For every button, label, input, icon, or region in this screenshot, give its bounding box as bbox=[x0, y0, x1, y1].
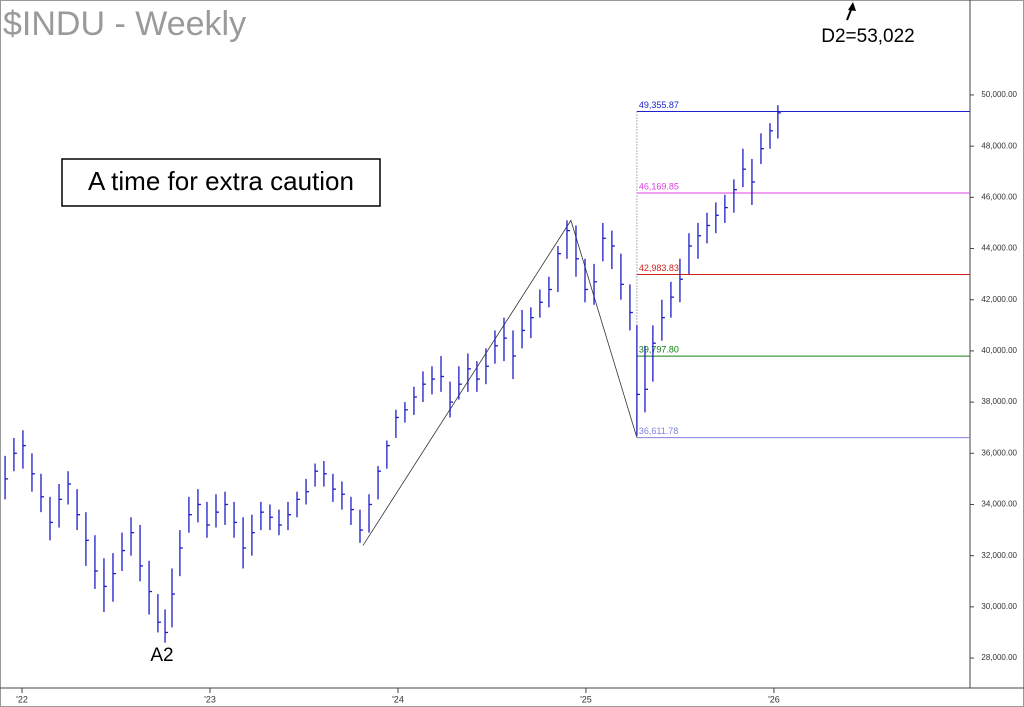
y-tick-label: 44,000.00 bbox=[981, 244, 1017, 253]
y-tick-label: 48,000.00 bbox=[981, 141, 1017, 150]
level-label: 46,169.85 bbox=[639, 181, 679, 191]
chart-title: $INDU - Weekly bbox=[3, 5, 246, 43]
y-tick-label: 36,000.00 bbox=[981, 448, 1017, 457]
annotation-box bbox=[61, 158, 381, 207]
y-tick-label: 28,000.00 bbox=[981, 653, 1017, 662]
y-tick-label: 50,000.00 bbox=[981, 90, 1017, 99]
level-label: 39,797.80 bbox=[639, 344, 679, 354]
annotation: D2=53,022 bbox=[821, 26, 915, 47]
x-tick-label: '26 bbox=[768, 694, 780, 704]
y-tick-label: 46,000.00 bbox=[981, 192, 1017, 201]
y-tick-label: 30,000.00 bbox=[981, 602, 1017, 611]
plot-area: 28,000.00 30,000.00 32,000.00 34,000.00 36,0… bbox=[4, 90, 1018, 704]
y-tick-label: 42,000.00 bbox=[981, 295, 1017, 304]
annotation: A2 bbox=[150, 645, 173, 666]
arrow-head bbox=[848, 2, 856, 11]
y-tick-label: 34,000.00 bbox=[981, 500, 1017, 509]
x-tick-label: '24 bbox=[392, 694, 404, 704]
y-tick-label: 40,000.00 bbox=[981, 346, 1017, 355]
x-tick-label: '23 bbox=[204, 694, 216, 704]
level-label: 36,611.78 bbox=[639, 426, 678, 436]
level-label: 42,983.83 bbox=[639, 263, 679, 273]
y-tick-label: 38,000.00 bbox=[981, 397, 1017, 406]
x-tick-label: '22 bbox=[16, 694, 28, 704]
annotation-box-text: A time for extra caution bbox=[88, 166, 354, 196]
y-tick-label: 32,000.00 bbox=[981, 551, 1017, 560]
x-tick-label: '25 bbox=[580, 694, 592, 704]
level-label: 49,355.87 bbox=[639, 100, 679, 110]
swing-line bbox=[362, 219, 638, 546]
